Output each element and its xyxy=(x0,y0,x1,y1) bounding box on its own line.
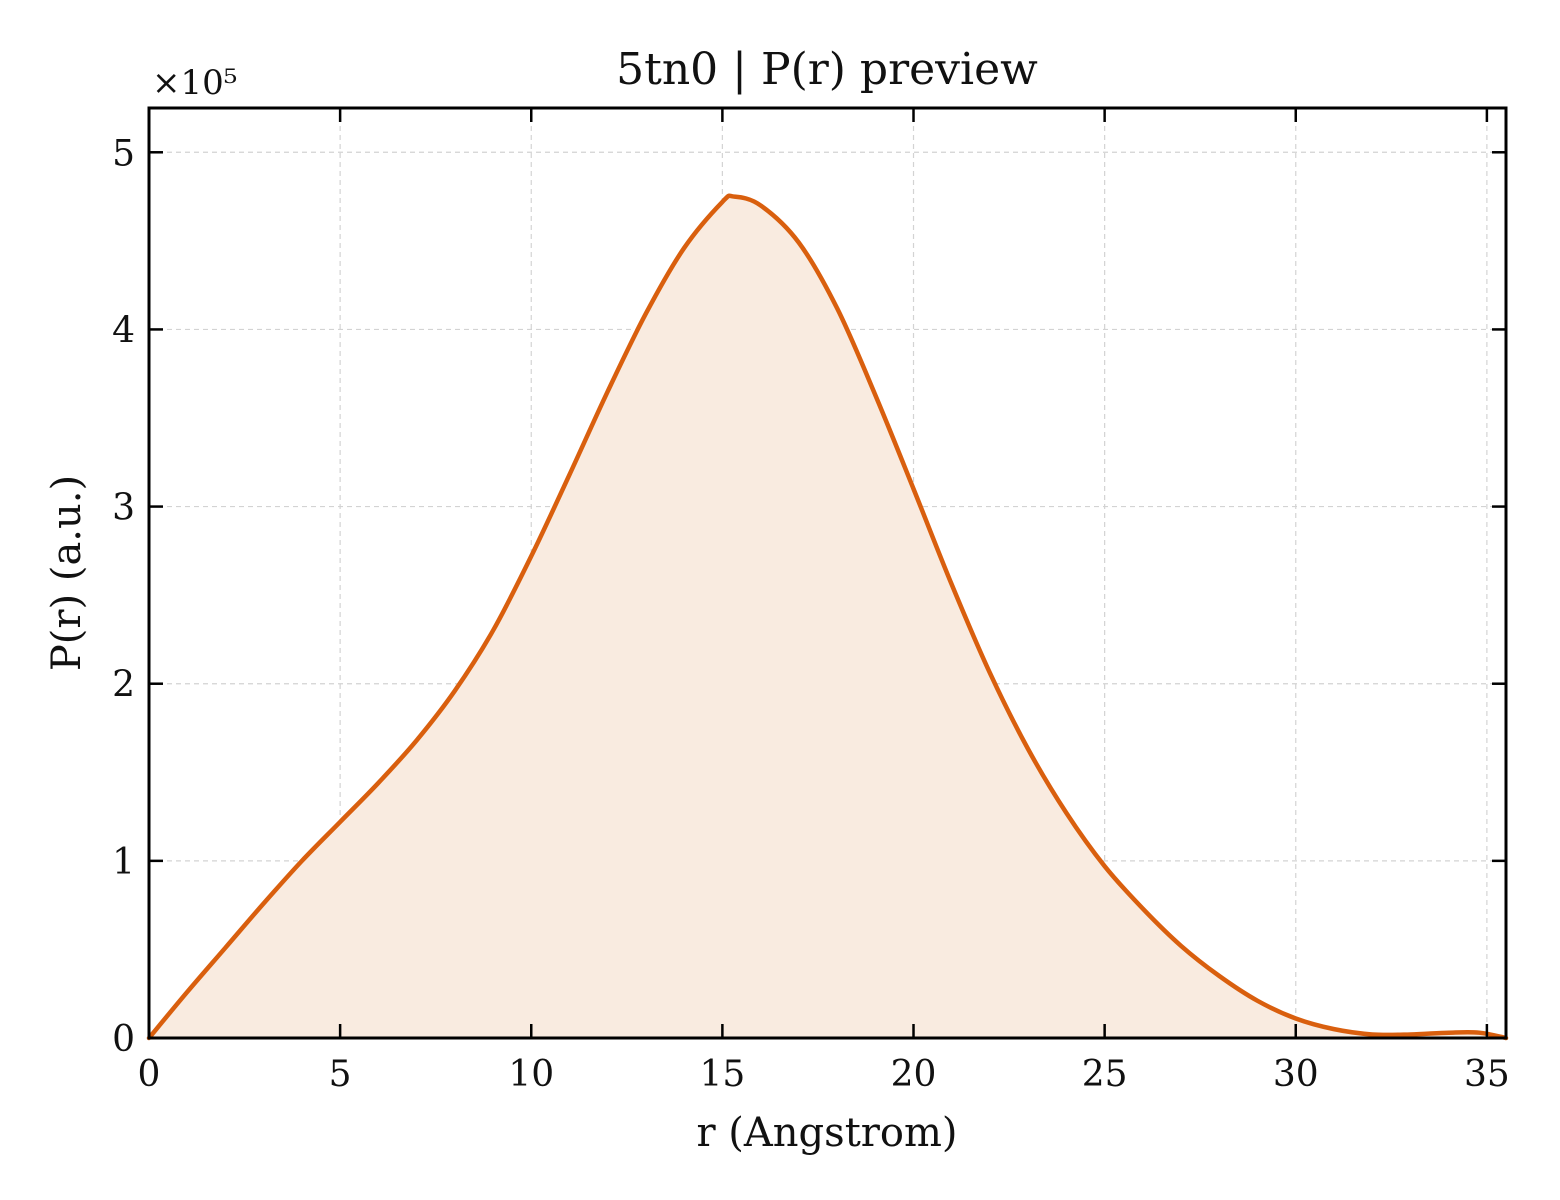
chart-title: 5tn0 | P(r) preview xyxy=(616,44,1038,95)
x-tick-label: 35 xyxy=(1464,1054,1510,1095)
y-tick-label: 5 xyxy=(112,133,135,174)
x-tick-label: 5 xyxy=(329,1054,352,1095)
y-tick-label: 3 xyxy=(112,488,135,529)
y-tick-label: 0 xyxy=(112,1019,135,1060)
x-tick-label: 30 xyxy=(1273,1054,1319,1095)
y-axis-label: P(r) (a.u.) xyxy=(44,475,90,671)
x-tick-label: 20 xyxy=(891,1054,937,1095)
x-axis-label: r (Angstrom) xyxy=(696,1110,957,1156)
y-offset-label: ×10⁵ xyxy=(152,63,237,103)
y-tick-label: 4 xyxy=(112,310,135,351)
y-tick-label: 2 xyxy=(112,665,135,706)
x-tick-label: 10 xyxy=(508,1054,554,1095)
x-tick-label: 25 xyxy=(1082,1054,1128,1095)
plot-frame xyxy=(147,106,1508,1040)
x-tick-label: 0 xyxy=(138,1054,161,1095)
y-tick-label: 1 xyxy=(112,842,135,883)
ticks: 0 5 10 15 20 25 30 35 0 1 2 3 4 5 xyxy=(112,108,1510,1095)
series-line xyxy=(146,193,1509,1041)
x-tick-label: 15 xyxy=(699,1054,745,1095)
series-area-fill xyxy=(149,195,1506,1039)
